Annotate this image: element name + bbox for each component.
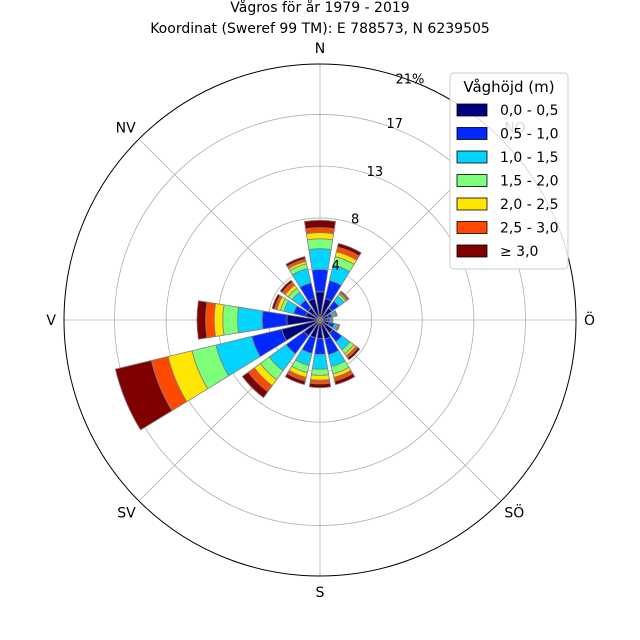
legend-swatch-2 [456,150,488,164]
legend-swatch-4 [456,197,488,211]
bar-segment-0-4 [305,232,335,241]
bar-segment-9-6 [284,372,306,386]
polar-frame [63,63,577,577]
radial-tick-label: 17 [386,117,403,132]
radial-tick-label: 4 [332,259,340,274]
legend-label-4: 2,0 - 2,5 [500,197,558,213]
direction-label-V: V [46,313,56,329]
legend: Våghöjd (m) 0,0 - 0,5 0,5 - 1,0 1,0 - 1,5 1… [449,72,569,270]
radial-tick-label: 13 [367,165,384,180]
bar-segment-3-6 [334,310,338,317]
bar-segment-2-6 [339,290,350,301]
legend-label-3: 1,5 - 2,0 [500,174,558,190]
bar-segment-12-5 [205,301,216,339]
bar-segment-12-2 [237,306,264,334]
legend-swatch-6 [456,244,488,258]
bar-segment-8-1 [314,337,326,355]
bar-segment-12-1 [261,310,288,330]
bar-segment-0-3 [306,238,334,250]
legend-label-6: ≥ 3,0 [500,244,538,260]
legend-frame [449,72,569,270]
bar-segment-13-6 [271,293,281,310]
radial-tick-label: 8 [351,213,359,228]
bar-segment-12-3 [222,304,240,336]
bar-segment-10-6 [241,371,269,399]
bar-segment-1-6 [337,242,362,257]
bar-segment-11-6 [114,360,173,431]
bar-segment-12-6 [196,300,208,340]
legend-items: 0,0 - 0,5 0,5 - 1,0 1,0 - 1,5 1,5 - 2,0 2,0 … [456,103,558,260]
direction-label-SV: SV [117,505,136,521]
bar-segment-0-2 [308,248,332,271]
rose-bars [114,219,362,431]
bar-segment-12-4 [213,302,225,338]
legend-label-0: 0,0 - 0,5 [500,103,558,119]
direction-label-S: S [316,585,325,601]
bar-segment-6-6 [346,346,361,361]
direction-label-N: N [315,41,325,57]
bar-segment-0-1 [311,269,329,293]
bar-segment-8-3 [310,368,330,376]
direction-label-SÖ: SÖ [504,503,524,521]
bar-segment-0-6 [303,219,337,230]
bar-segment-8-2 [311,353,329,370]
direction-label-Ö: Ö [584,311,595,329]
legend-label-5: 2,5 - 3,0 [500,221,558,237]
legend-label-1: 0,5 - 1,0 [500,127,558,143]
legend-swatch-5 [456,221,488,234]
direction-label-NV: NV [116,121,136,137]
radial-tick-labels: 4 8 13 17 21% [332,72,425,274]
radial-tick-label: 21% [396,72,425,87]
legend-label-2: 1,0 - 1,5 [500,150,558,166]
bar-segment-8-6 [308,382,332,389]
bar-segment-8-4 [310,374,330,381]
bar-segment-5-6 [336,324,341,332]
legend-swatch-3 [456,174,488,187]
bar-segment-14-6 [279,279,294,294]
chart-title: Vågros för år 1979 - 2019 [230,0,409,16]
legend-title: Våghöjd (m) [463,78,554,96]
chart-subtitle: Koordinat (Sweref 99 TM): E 788573, N 62… [150,21,490,37]
legend-swatch-1 [456,127,488,140]
bar-segment-15-6 [285,256,306,268]
bar-segment-7-6 [334,372,356,386]
legend-swatch-0 [456,103,488,117]
